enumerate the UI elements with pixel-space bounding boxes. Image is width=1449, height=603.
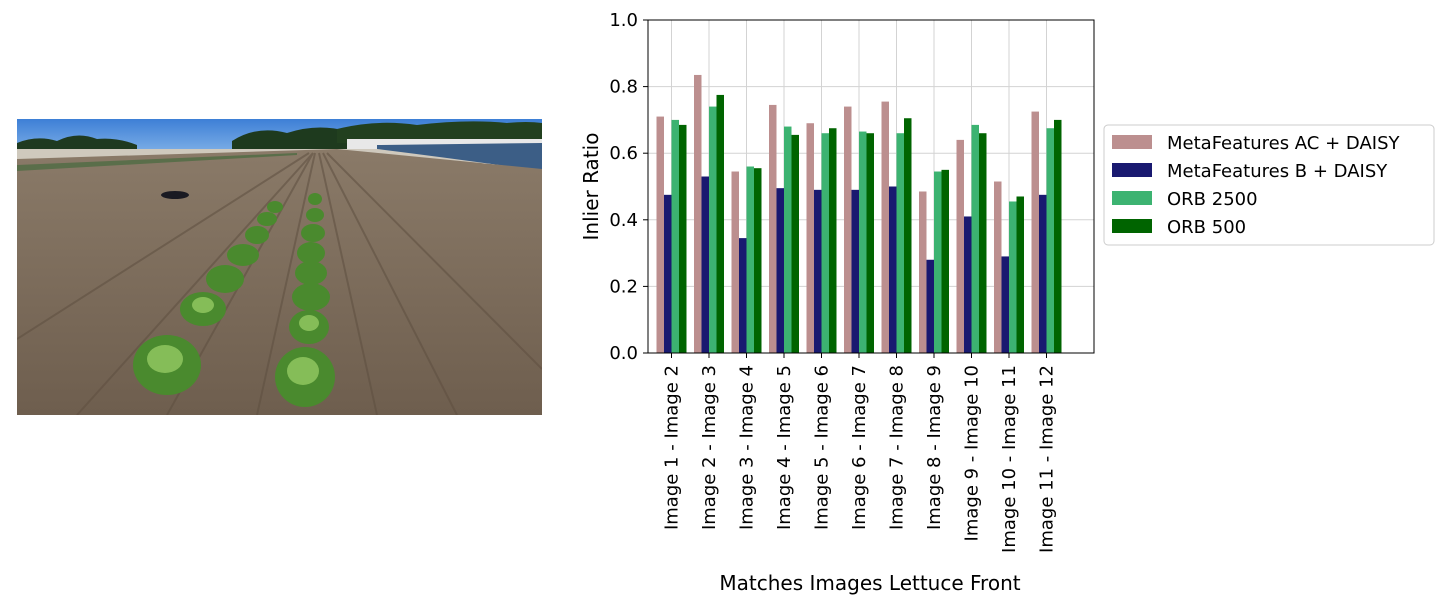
bar xyxy=(716,94,724,354)
bar xyxy=(1039,194,1047,353)
bar xyxy=(671,119,679,354)
lettuce-field-photo xyxy=(17,119,542,415)
bar xyxy=(844,106,852,353)
bar xyxy=(859,131,867,353)
bar xyxy=(731,171,739,353)
y-tick-label: 1.0 xyxy=(609,10,638,31)
bar xyxy=(904,118,912,353)
bar xyxy=(881,101,889,354)
x-tick-label: Image 9 - Image 10 xyxy=(962,365,983,541)
bar xyxy=(754,168,762,353)
bar xyxy=(739,238,747,353)
bar xyxy=(1031,111,1039,353)
bar xyxy=(776,188,784,353)
x-tick-label: Image 8 - Image 9 xyxy=(924,365,945,530)
bar xyxy=(769,104,777,353)
bar xyxy=(806,123,814,353)
y-tick-label: 0.2 xyxy=(609,276,638,297)
bar xyxy=(994,181,1002,353)
legend: MetaFeatures AC + DAISY MetaFeatures B + … xyxy=(1103,124,1435,246)
bar xyxy=(979,133,987,353)
bar xyxy=(1009,201,1017,353)
x-tick-label: Image 7 - Image 8 xyxy=(887,365,908,530)
x-tick-label: Image 6 - Image 7 xyxy=(849,365,870,530)
x-tick-label: Image 3 - Image 4 xyxy=(737,365,758,530)
bar xyxy=(1046,128,1054,353)
legend-swatch xyxy=(1112,219,1152,233)
bar xyxy=(851,189,859,353)
x-tick-label: Image 10 - Image 11 xyxy=(999,365,1020,553)
y-tick-label: 0.4 xyxy=(609,210,638,231)
bar xyxy=(694,74,702,353)
bar xyxy=(971,124,979,354)
bar xyxy=(1016,196,1024,353)
y-tick-label: 0.0 xyxy=(609,343,638,364)
bar xyxy=(1001,256,1009,353)
bar xyxy=(664,194,672,353)
legend-label: ORB 2500 xyxy=(1167,189,1258,210)
bar xyxy=(829,128,837,353)
x-tick-label: Image 5 - Image 6 xyxy=(812,365,833,530)
y-axis-label: Inlier Ratio xyxy=(579,133,603,241)
legend-label: ORB 500 xyxy=(1167,217,1246,238)
x-axis-label: Matches Images Lettuce Front xyxy=(719,571,1020,595)
bar xyxy=(709,106,717,353)
bar xyxy=(934,171,942,353)
legend-box xyxy=(1103,124,1435,246)
x-tick-label: Image 2 - Image 3 xyxy=(699,365,720,530)
bar xyxy=(896,133,904,353)
bar xyxy=(746,166,754,353)
legend-label: MetaFeatures AC + DAISY xyxy=(1167,133,1400,154)
legend-swatch xyxy=(1112,163,1152,177)
bar xyxy=(941,169,949,353)
bar xyxy=(1054,119,1062,354)
x-tick-label: Image 4 - Image 5 xyxy=(774,365,795,530)
x-axis-ticks: Image 1 - Image 2 Image 2 - Image 3 Image … xyxy=(662,353,1058,553)
bar xyxy=(866,133,874,353)
legend-swatch xyxy=(1112,135,1152,149)
bar xyxy=(919,191,927,353)
y-tick-label: 0.6 xyxy=(609,143,638,164)
bar xyxy=(814,189,822,353)
bar xyxy=(926,259,934,353)
bar xyxy=(889,186,897,353)
x-tick-label: Image 11 - Image 12 xyxy=(1037,365,1058,553)
bar xyxy=(656,116,664,353)
legend-label: MetaFeatures B + DAISY xyxy=(1167,161,1388,182)
bar xyxy=(964,216,972,353)
bar xyxy=(679,124,687,354)
plot-frame xyxy=(647,19,1095,354)
bar xyxy=(701,176,709,353)
legend-swatch xyxy=(1112,191,1152,205)
bar xyxy=(791,134,799,353)
bar xyxy=(784,126,792,353)
y-axis-ticks: 0.0 0.2 0.4 0.6 0.8 1.0 xyxy=(609,10,648,364)
bar xyxy=(956,139,964,353)
bar xyxy=(821,133,829,353)
bars xyxy=(656,74,1062,354)
y-tick-label: 0.8 xyxy=(609,77,638,98)
x-tick-label: Image 1 - Image 2 xyxy=(662,365,683,530)
